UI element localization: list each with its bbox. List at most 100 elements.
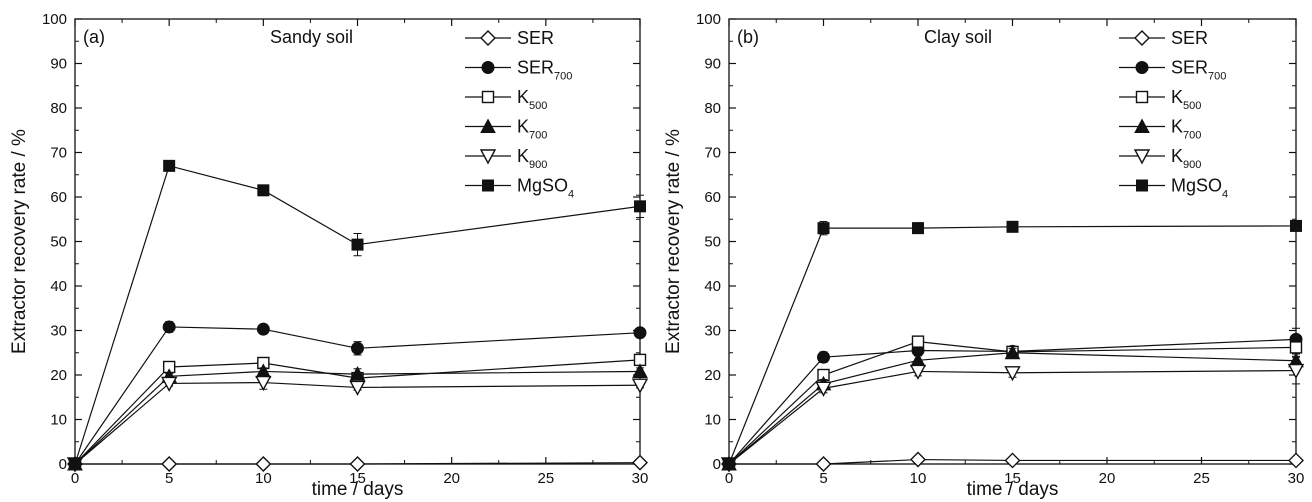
- panel-a-series-mgso4-point-shape: [163, 159, 176, 172]
- panel-b-y-tick-label: 10: [704, 412, 721, 429]
- panel-a-series-mgso4-point-shape: [634, 200, 646, 213]
- panel-a-series-ser700-point-shape: [256, 322, 270, 336]
- panel-b-legend-label-main: MgSO: [1171, 176, 1222, 196]
- panel-b-legend-label-subscript: 900: [1183, 159, 1201, 171]
- panel-b-legend-label-main: K: [1171, 117, 1183, 137]
- panel-b-legend-label-main: K: [1171, 87, 1183, 107]
- panel-a-legend-label-subscript: 500: [529, 100, 547, 112]
- panel-b-series-ser-point: [1004, 452, 1021, 469]
- panel-b-series-k900-point: [815, 381, 832, 397]
- panel-b-series-ser700-point: [817, 350, 830, 364]
- panel-a-legend-label-subscript: 4: [568, 189, 574, 201]
- panel-a-y-tick-label: 20: [50, 367, 67, 384]
- panel-b-series-k900-point: [1287, 363, 1305, 380]
- panel-a-series-mgso4-point: [257, 184, 270, 197]
- panel-a-legend-marker-shape: [481, 61, 495, 74]
- panel-b-series-k700-point-shape: [1004, 344, 1021, 360]
- panel-b-series-k500-point: [911, 335, 925, 348]
- panel-a-series-k900-point: [349, 380, 366, 396]
- panel-a: 0 10 20 30 40 50 60 70 80 90 100 0 5 10 15 20 25 30 time /…: [9, 11, 648, 500]
- panel-a-legend-item-k700: K700: [465, 117, 547, 142]
- panel-b-series-k700-point: [1004, 344, 1021, 360]
- panel-a-series-k900-point-shape: [631, 378, 649, 394]
- panel-a-chart-title: Sandy soil: [270, 27, 353, 47]
- panel-b-legend-item-ser: SER: [1119, 28, 1208, 48]
- panel-b-legend-item-ser700: SER700: [1119, 58, 1226, 83]
- panel-a-y-tick-label: 30: [50, 323, 67, 340]
- panel-b-x-tick-label: 15: [1004, 470, 1021, 487]
- panel-b-y-tick-label: 0: [713, 456, 721, 473]
- panel-b-legend-label: K500: [1171, 87, 1201, 112]
- panel-b-y-tick-label: 90: [704, 56, 721, 73]
- panel-a-legend-item-mgso4: MgSO4: [465, 176, 574, 201]
- panel-a-legend-item-k500: K500: [465, 87, 547, 112]
- panel-b-series-ser-point-shape: [815, 456, 832, 472]
- panel-b-x-tick-label: 0: [725, 470, 733, 487]
- panel-b-series-k500-line: [728, 341, 1297, 465]
- panel-a-x-tick-label: 5: [165, 470, 173, 487]
- panel-b-series-mgso4-point-shape: [912, 222, 924, 235]
- panel-b-series-ser-point: [1288, 452, 1304, 469]
- panel-a-series-ser700-point-shape: [633, 326, 647, 340]
- panel-a-legend-item-k900: K900: [465, 146, 547, 171]
- panel-b-legend-label-main: SER: [1171, 28, 1208, 48]
- panel-b-legend-item-k700: K700: [1119, 117, 1201, 142]
- panel-a-legend-label-main: K: [517, 146, 529, 166]
- panel-b-series-mgso4-point: [1290, 219, 1302, 232]
- panel-a-legend-marker-shape: [480, 30, 496, 46]
- panel-a-series-ser-point: [161, 456, 178, 472]
- panel-b-legend-label: SER700: [1171, 58, 1226, 83]
- panel-a-x-tick-label: 15: [349, 470, 366, 487]
- panel-a-series-k900-point-shape: [349, 380, 366, 396]
- panel-b-legend-marker: [1134, 30, 1150, 46]
- panel-b-legend-marker: [1133, 149, 1151, 165]
- panel-a-series-ser: [67, 454, 648, 472]
- panel-b-legend-label-main: SER: [1171, 58, 1208, 78]
- panel-a-y-tick-label: 60: [50, 189, 67, 206]
- panel-b-legend-label: K700: [1171, 117, 1201, 142]
- panel-b-chart-title: Clay soil: [924, 27, 992, 47]
- panel-b-y-axis-title: Extractor recovery rate / %: [663, 129, 684, 354]
- panel-a-legend-marker-shape: [481, 90, 495, 104]
- panel-b-y-tick-label: 80: [704, 100, 721, 117]
- panel-a-y-tick-label: 90: [50, 56, 67, 73]
- panel-b-series-mgso4-point-shape: [1290, 219, 1302, 232]
- panel-a-series-ser700-point-shape: [162, 320, 176, 334]
- panel-a-legend-label-subscript: 900: [529, 159, 547, 171]
- panel-a-y-tick-label: 50: [50, 234, 67, 251]
- panel-a-series-ser-point-shape: [255, 456, 272, 472]
- panel-b-legend-marker: [1135, 90, 1149, 104]
- panel-b-legend-label: K900: [1171, 146, 1201, 171]
- panel-a-legend-label-subscript: 700: [554, 71, 572, 83]
- panel-a-y-tick-label: 40: [50, 278, 67, 295]
- panel-a-series-mgso4-point: [634, 200, 646, 213]
- panel-a-legend-label-main: K: [517, 87, 529, 107]
- panel-b-x-tick-label: 5: [819, 470, 827, 487]
- panel-a-legend-label: K500: [517, 87, 547, 112]
- panel-b-series-mgso4-point: [1006, 220, 1019, 233]
- panel-a-series-ser-point: [255, 456, 272, 472]
- panel-a-series-k900-point: [160, 376, 178, 392]
- panel-b-panel-label: (b): [737, 27, 759, 47]
- panel-a-series-k700-point-shape: [349, 366, 366, 381]
- panel-a-legend-label: SER700: [517, 58, 572, 83]
- panel-b-series-k900-point: [1004, 366, 1021, 382]
- panel-b-series-ser-point: [815, 456, 832, 472]
- panel-a-series-ser700-point: [351, 341, 364, 355]
- panel-b-series-mgso4: [723, 219, 1302, 470]
- panel-b-y-tick-label: 70: [704, 145, 721, 162]
- panel-b-legend-marker-shape: [1135, 90, 1149, 104]
- panel-a-legend-label-main: SER: [517, 58, 554, 78]
- panel-a-legend-label: K700: [517, 117, 547, 142]
- panel-a-x-tick-label: 25: [537, 470, 554, 487]
- panel-a-x-axis-title: time / days: [312, 479, 404, 500]
- panel-b-legend-label-main: K: [1171, 146, 1183, 166]
- panel-b-legend-label: SER: [1171, 28, 1208, 48]
- panel-a-x-tick-label: 30: [632, 470, 649, 487]
- panel-b-series-k900-point-shape: [909, 364, 927, 380]
- panel-a-legend-item-ser700: SER700: [465, 58, 572, 83]
- panel-b-legend-item-mgso4: MgSO4: [1119, 176, 1228, 201]
- panel-a-legend-label-main: SER: [517, 28, 554, 48]
